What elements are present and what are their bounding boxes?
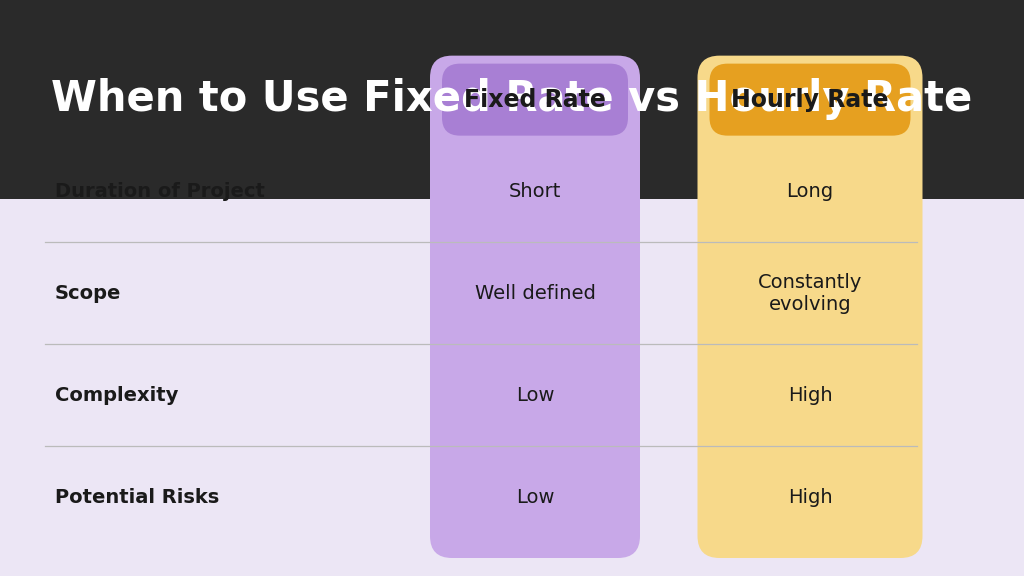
Text: When to Use Fixed Rate vs Hourly Rate: When to Use Fixed Rate vs Hourly Rate (51, 78, 973, 120)
Text: Well defined: Well defined (474, 284, 595, 303)
Text: Low: Low (516, 386, 554, 405)
Text: Short: Short (509, 182, 561, 201)
Text: Duration of Project: Duration of Project (55, 182, 265, 201)
Text: High: High (787, 386, 833, 405)
FancyBboxPatch shape (430, 56, 640, 558)
FancyBboxPatch shape (442, 63, 628, 135)
Text: Long: Long (786, 182, 834, 201)
Bar (0, 0, 1024, 199)
Text: Potential Risks: Potential Risks (55, 487, 219, 506)
Text: High: High (787, 487, 833, 506)
Text: Constantly
evolving: Constantly evolving (758, 273, 862, 314)
Text: Hourly Rate: Hourly Rate (731, 88, 889, 112)
FancyBboxPatch shape (710, 63, 910, 135)
FancyBboxPatch shape (697, 56, 923, 558)
Text: Low: Low (516, 487, 554, 506)
Text: Complexity: Complexity (55, 386, 178, 405)
Text: Scope: Scope (55, 284, 122, 303)
Text: Fixed Rate: Fixed Rate (464, 88, 606, 112)
